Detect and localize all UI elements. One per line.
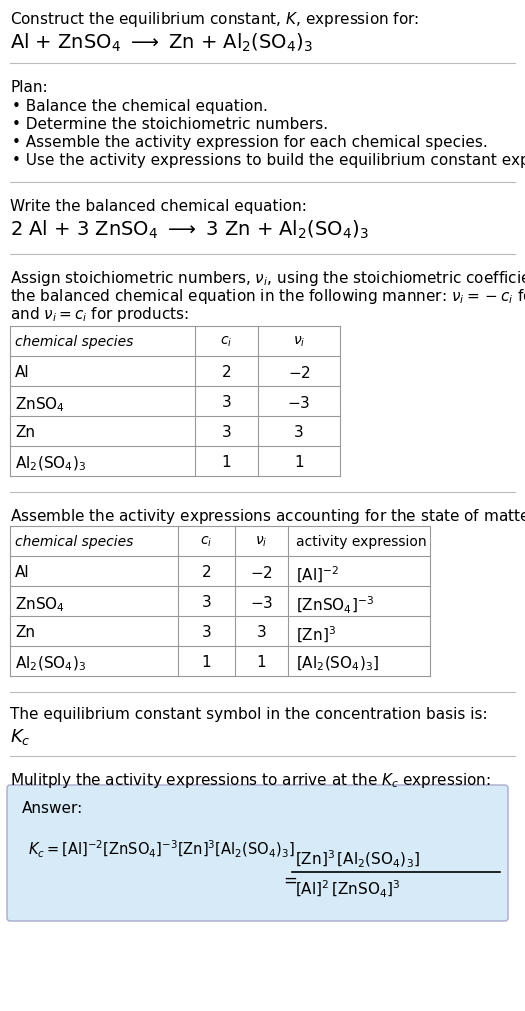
Text: Al: Al bbox=[15, 365, 29, 379]
Text: 1: 1 bbox=[202, 654, 211, 669]
Text: $[\mathrm{Al}]^2\,[\mathrm{ZnSO_4}]^3$: $[\mathrm{Al}]^2\,[\mathrm{ZnSO_4}]^3$ bbox=[295, 879, 401, 899]
Text: Assign stoichiometric numbers, $\nu_i$, using the stoichiometric coefficients, $: Assign stoichiometric numbers, $\nu_i$, … bbox=[10, 269, 525, 288]
Text: ZnSO$_4$: ZnSO$_4$ bbox=[15, 594, 65, 613]
Text: $-$2: $-$2 bbox=[250, 564, 273, 580]
Text: 2: 2 bbox=[222, 365, 232, 379]
Text: Al + ZnSO$_4$ $\longrightarrow$ Zn + Al$_2$(SO$_4$)$_3$: Al + ZnSO$_4$ $\longrightarrow$ Zn + Al$… bbox=[10, 32, 313, 55]
Text: 2 Al + 3 ZnSO$_4$ $\longrightarrow$ 3 Zn + Al$_2$(SO$_4$)$_3$: 2 Al + 3 ZnSO$_4$ $\longrightarrow$ 3 Zn… bbox=[10, 218, 369, 241]
Text: The equilibrium constant symbol in the concentration basis is:: The equilibrium constant symbol in the c… bbox=[10, 707, 488, 721]
Text: Write the balanced chemical equation:: Write the balanced chemical equation: bbox=[10, 199, 307, 213]
Text: • Determine the stoichiometric numbers.: • Determine the stoichiometric numbers. bbox=[12, 117, 328, 131]
Text: Al: Al bbox=[15, 564, 29, 579]
Text: $K_c$: $K_c$ bbox=[10, 726, 30, 746]
Text: 3: 3 bbox=[202, 625, 212, 639]
Text: ZnSO$_4$: ZnSO$_4$ bbox=[15, 394, 65, 413]
Text: $K_c = [\mathrm{Al}]^{-2}[\mathrm{ZnSO_4}]^{-3}[\mathrm{Zn}]^3[\mathrm{Al_2(SO_4: $K_c = [\mathrm{Al}]^{-2}[\mathrm{ZnSO_4… bbox=[28, 838, 295, 859]
Text: 3: 3 bbox=[222, 425, 232, 440]
Text: and $\nu_i = c_i$ for products:: and $\nu_i = c_i$ for products: bbox=[10, 304, 189, 324]
Text: $\nu_i$: $\nu_i$ bbox=[293, 335, 305, 349]
Text: activity expression: activity expression bbox=[296, 535, 427, 548]
Text: 3: 3 bbox=[257, 625, 266, 639]
FancyBboxPatch shape bbox=[7, 786, 508, 921]
Text: • Balance the chemical equation.: • Balance the chemical equation. bbox=[12, 99, 268, 114]
Text: Answer:: Answer: bbox=[22, 801, 83, 815]
Text: Al$_2$(SO$_4$)$_3$: Al$_2$(SO$_4$)$_3$ bbox=[15, 654, 86, 672]
Text: Al$_2$(SO$_4$)$_3$: Al$_2$(SO$_4$)$_3$ bbox=[15, 455, 86, 473]
Text: Construct the equilibrium constant, $K$, expression for:: Construct the equilibrium constant, $K$,… bbox=[10, 10, 419, 29]
Text: $c_i$: $c_i$ bbox=[201, 535, 213, 549]
Text: 3: 3 bbox=[222, 394, 232, 409]
Text: 2: 2 bbox=[202, 564, 211, 579]
Text: $=$: $=$ bbox=[280, 870, 297, 888]
Text: the balanced chemical equation in the following manner: $\nu_i = -c_i$ for react: the balanced chemical equation in the fo… bbox=[10, 287, 525, 305]
Text: Mulitply the activity expressions to arrive at the $K_c$ expression:: Mulitply the activity expressions to arr… bbox=[10, 770, 491, 790]
Text: 1: 1 bbox=[222, 455, 232, 469]
Text: chemical species: chemical species bbox=[15, 335, 133, 349]
Text: • Use the activity expressions to build the equilibrium constant expression.: • Use the activity expressions to build … bbox=[12, 153, 525, 168]
Text: Zn: Zn bbox=[15, 425, 35, 440]
Text: [ZnSO$_4$]$^{-3}$: [ZnSO$_4$]$^{-3}$ bbox=[296, 594, 374, 616]
Text: chemical species: chemical species bbox=[15, 535, 133, 548]
Text: [Al$_2$(SO$_4$)$_3$]: [Al$_2$(SO$_4$)$_3$] bbox=[296, 654, 379, 672]
Text: 1: 1 bbox=[257, 654, 266, 669]
Text: [Al]$^{-2}$: [Al]$^{-2}$ bbox=[296, 564, 339, 584]
Text: $c_i$: $c_i$ bbox=[220, 335, 233, 349]
Text: Plan:: Plan: bbox=[10, 80, 48, 95]
Text: 1: 1 bbox=[294, 455, 304, 469]
Text: Zn: Zn bbox=[15, 625, 35, 639]
Text: $-$3: $-$3 bbox=[287, 394, 311, 410]
Text: Assemble the activity expressions accounting for the state of matter and $\nu_i$: Assemble the activity expressions accoun… bbox=[10, 507, 525, 526]
Text: • Assemble the activity expression for each chemical species.: • Assemble the activity expression for e… bbox=[12, 134, 488, 150]
Text: 3: 3 bbox=[294, 425, 304, 440]
Text: $-$3: $-$3 bbox=[250, 594, 273, 611]
Text: 3: 3 bbox=[202, 594, 212, 610]
Text: $-$2: $-$2 bbox=[288, 365, 310, 380]
Text: $\nu_i$: $\nu_i$ bbox=[255, 535, 268, 549]
Text: [Zn]$^3$: [Zn]$^3$ bbox=[296, 625, 336, 644]
Text: $[\mathrm{Zn}]^3\,[\mathrm{Al_2(SO_4)_3}]$: $[\mathrm{Zn}]^3\,[\mathrm{Al_2(SO_4)_3}… bbox=[295, 848, 420, 869]
